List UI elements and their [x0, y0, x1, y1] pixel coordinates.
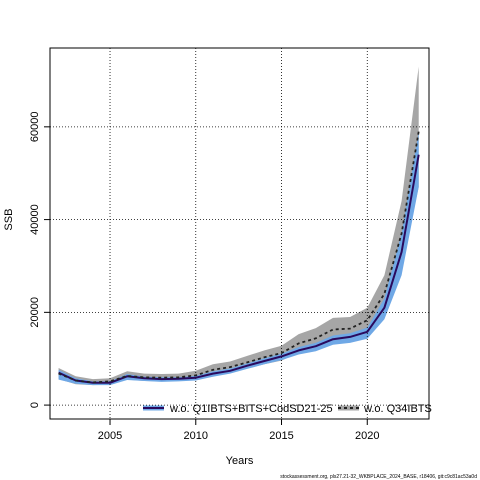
y-tick-label: 40000	[29, 204, 41, 235]
footnote: stockassessment.org, pls27.21-32_WKBPLAC…	[280, 474, 477, 480]
legend-label-2: w.o. Q34IBTS	[363, 403, 432, 415]
x-axis-title: Years	[226, 455, 254, 467]
plot-frame	[49, 47, 430, 420]
series-lines	[58, 131, 420, 384]
x-axis: 2005 2010 2015 2020	[98, 419, 380, 442]
y-axis: 0 20000 40000 60000	[29, 112, 50, 408]
y-tick-label: 20000	[29, 297, 41, 328]
x-tick-label: 2015	[269, 430, 293, 442]
band-series-1	[58, 131, 419, 386]
series-line-1	[58, 154, 420, 384]
x-tick-label: 2010	[184, 430, 208, 442]
legend: w.o. Q1IBTS+BITS+CodSD21-25 w.o. Q34IBTS	[143, 403, 432, 415]
y-tick-label: 0	[29, 402, 41, 408]
series-line-2	[58, 131, 420, 384]
legend-label-1: w.o. Q1IBTS+BITS+CodSD21-25	[169, 403, 333, 415]
x-tick-label: 2005	[98, 430, 122, 442]
y-axis-title: SSB	[3, 209, 15, 231]
uncertainty-bands	[58, 66, 419, 386]
y-tick-label: 60000	[29, 112, 41, 143]
x-tick-label: 2020	[355, 430, 379, 442]
